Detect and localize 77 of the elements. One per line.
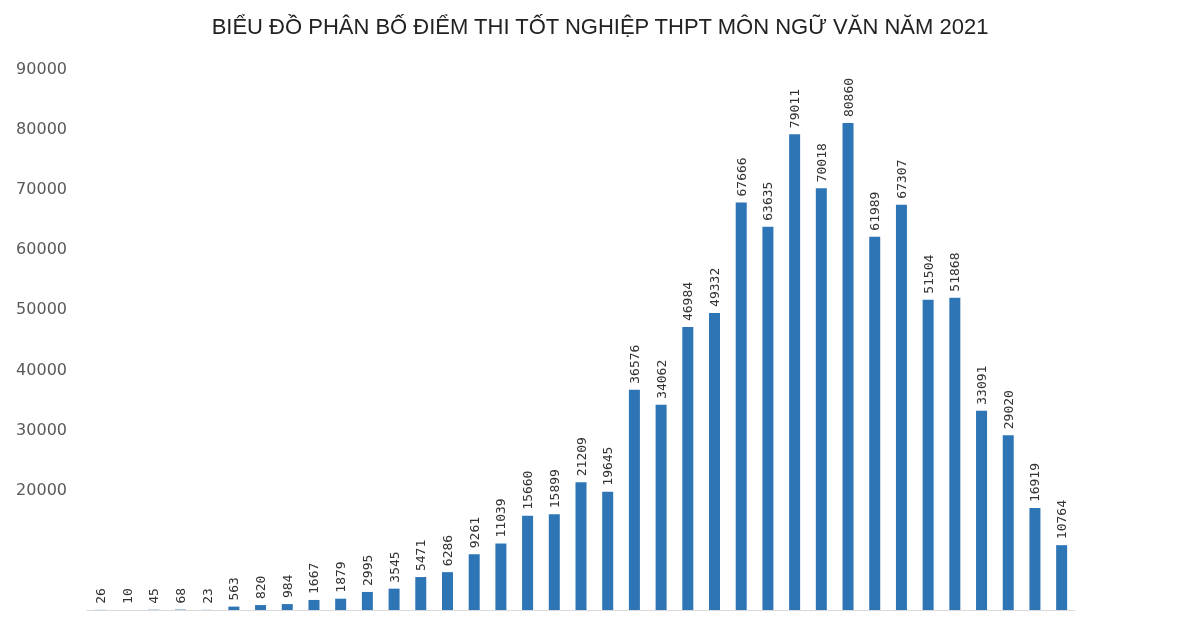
data-label: 26 — [92, 588, 108, 604]
y-tick-label: 80000 — [16, 118, 67, 138]
bar — [869, 236, 881, 610]
y-tick-label: 60000 — [16, 239, 67, 259]
data-label: 19645 — [600, 446, 616, 486]
bar — [655, 404, 667, 610]
bar — [415, 577, 427, 610]
bar — [735, 202, 747, 610]
bar — [1056, 545, 1068, 610]
data-label: 29020 — [1000, 390, 1016, 430]
bar — [628, 389, 640, 610]
data-label: 10 — [119, 588, 135, 604]
data-label: 21209 — [573, 437, 589, 477]
bar — [575, 482, 587, 610]
bar — [335, 598, 347, 610]
bar — [1002, 435, 1014, 610]
data-label: 15660 — [520, 470, 536, 510]
data-label: 984 — [279, 574, 295, 599]
data-label: 49332 — [707, 267, 723, 307]
data-label: 67307 — [893, 159, 909, 199]
bar — [522, 515, 534, 610]
data-label: 15899 — [546, 469, 562, 509]
data-label: 80860 — [840, 77, 856, 118]
data-label: 563 — [226, 577, 242, 601]
data-label: 2995 — [359, 554, 375, 586]
data-label: 16919 — [1027, 462, 1043, 503]
data-label: 61989 — [867, 191, 883, 231]
data-label: 10764 — [1054, 499, 1070, 540]
bar — [842, 123, 854, 610]
bar — [895, 204, 907, 610]
data-label: 45 — [146, 588, 162, 604]
data-label: 36576 — [626, 344, 642, 384]
data-label: 9261 — [466, 516, 482, 549]
bar — [308, 599, 320, 610]
y-tick-label: 30000 — [16, 419, 67, 439]
bar — [949, 297, 961, 610]
y-tick-label: 70000 — [16, 178, 67, 198]
bar — [602, 491, 614, 610]
y-tick-label: 90000 — [16, 58, 67, 78]
chart-title: BIỂU ĐỒ PHÂN BỐ ĐIỂM THI TỐT NGHIỆP THPT MÔN NGỮ VĂN NĂM 2021 — [211, 12, 989, 39]
data-label: 51504 — [920, 254, 936, 294]
data-label: 67666 — [733, 157, 749, 197]
data-label: 3545 — [386, 551, 402, 583]
data-label: 23 — [199, 588, 215, 604]
y-tick-label: 40000 — [16, 359, 67, 379]
data-label: 63635 — [760, 181, 776, 221]
data-label: 79011 — [787, 89, 803, 129]
bar — [976, 410, 988, 610]
bar — [815, 188, 827, 610]
data-label: 51868 — [947, 252, 963, 292]
bar — [682, 327, 694, 610]
data-label: 1879 — [333, 561, 349, 593]
bar — [762, 226, 774, 610]
bar — [709, 312, 721, 610]
data-label: 68 — [172, 587, 188, 604]
y-tick-label: 50000 — [16, 299, 67, 319]
data-label: 820 — [253, 575, 269, 600]
bar — [441, 572, 453, 610]
bar — [388, 588, 400, 610]
bar — [1029, 508, 1041, 610]
bar — [281, 604, 293, 610]
data-label: 46984 — [680, 281, 696, 322]
data-label: 70018 — [813, 143, 829, 183]
bar — [922, 299, 934, 610]
bar — [468, 554, 480, 610]
bar — [361, 591, 373, 610]
y-tick-label: 20000 — [16, 480, 67, 500]
data-label: 5471 — [413, 539, 429, 572]
bar — [495, 543, 507, 610]
data-label: 33091 — [974, 365, 990, 405]
bar — [255, 605, 267, 610]
data-label: 11039 — [493, 498, 509, 538]
data-label: 6286 — [439, 534, 455, 567]
bar — [789, 134, 801, 610]
data-label: 1667 — [306, 562, 322, 594]
data-label: 34062 — [653, 359, 669, 399]
bar — [548, 514, 560, 610]
